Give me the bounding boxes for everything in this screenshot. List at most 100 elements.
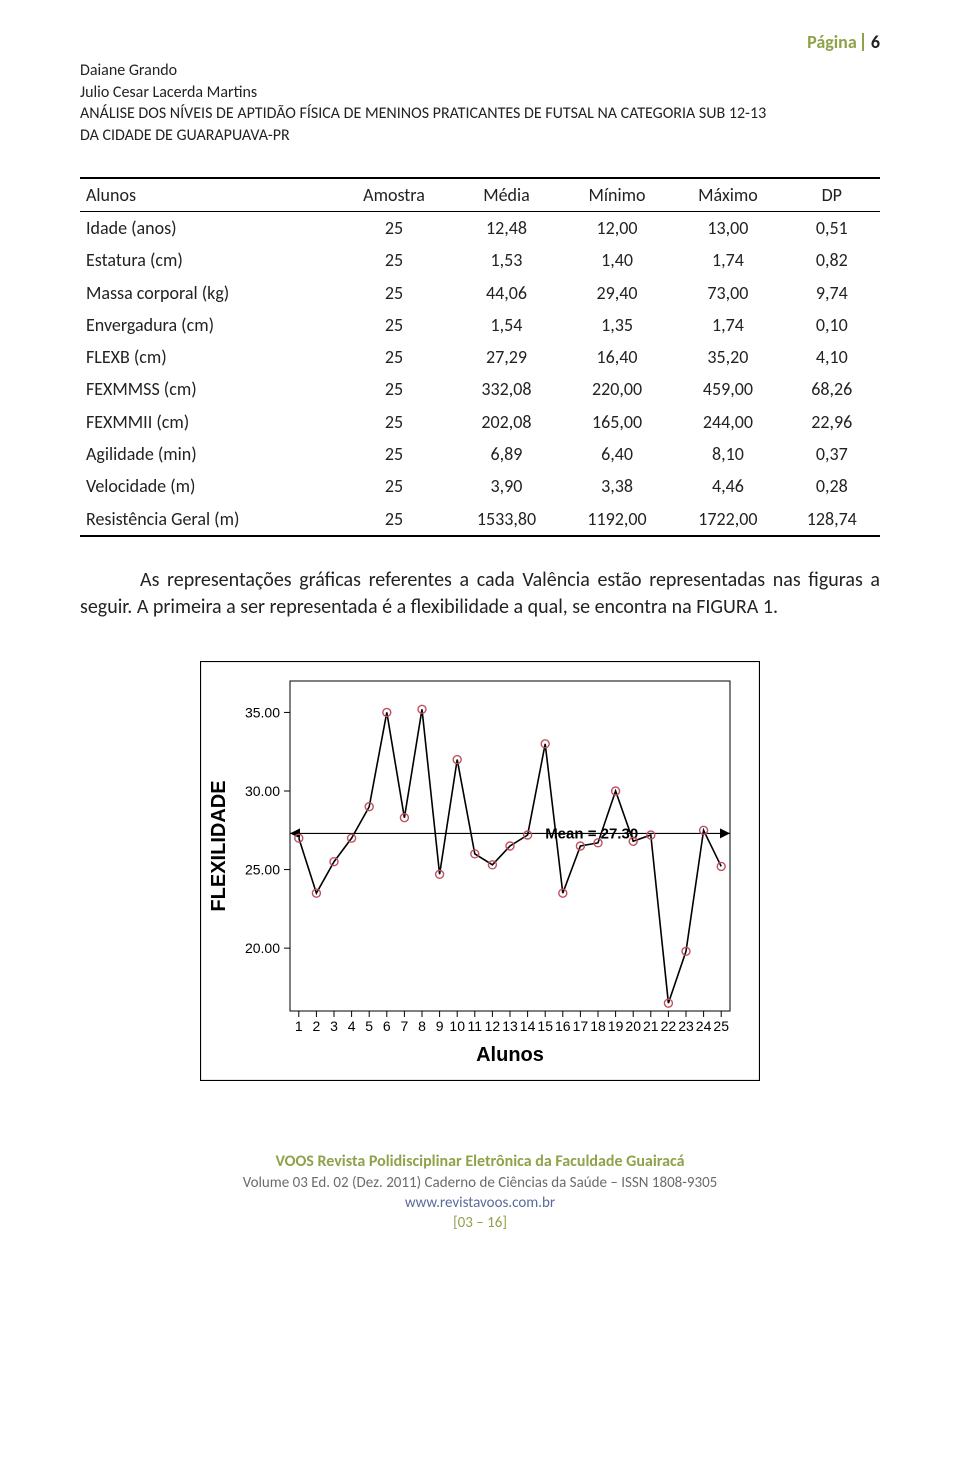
- table-cell: 25: [337, 277, 451, 309]
- table-cell: 202,08: [451, 406, 562, 438]
- author1: Daiane Grando: [80, 60, 880, 82]
- svg-text:11: 11: [468, 1018, 483, 1034]
- svg-text:30.00: 30.00: [245, 783, 280, 799]
- table-cell: 6,89: [451, 438, 562, 470]
- table-cell: 13,00: [672, 211, 783, 244]
- table-header: Média: [451, 178, 562, 212]
- table-cell: 3,90: [451, 470, 562, 502]
- table-cell: 25: [337, 406, 451, 438]
- table-cell: 25: [337, 309, 451, 341]
- page-num: 6: [871, 31, 880, 53]
- running-head: Daiane Grando Julio Cesar Lacerda Martin…: [80, 60, 880, 146]
- table-cell: Idade (anos): [80, 211, 337, 244]
- table-cell: 44,06: [451, 277, 562, 309]
- table-cell: 1192,00: [562, 503, 673, 536]
- table-header: Alunos: [80, 178, 337, 212]
- svg-text:15: 15: [537, 1018, 553, 1034]
- table-row: FEXMMSS (cm)25332,08220,00459,0068,26: [80, 373, 880, 405]
- table-cell: 27,29: [451, 341, 562, 373]
- table-cell: FLEXB (cm): [80, 341, 337, 373]
- svg-text:6: 6: [383, 1018, 391, 1034]
- table-row: Massa corporal (kg)2544,0629,4073,009,74: [80, 277, 880, 309]
- table-cell: 0,28: [784, 470, 880, 502]
- svg-text:2: 2: [313, 1018, 321, 1034]
- table-cell: 25: [337, 341, 451, 373]
- table-cell: 25: [337, 438, 451, 470]
- table-cell: Velocidade (m): [80, 470, 337, 502]
- flexibility-chart: 20.0025.0030.0035.0012345678910111213141…: [200, 661, 760, 1081]
- page-footer: VOOS Revista Polidisciplinar Eletrônica …: [80, 1151, 880, 1233]
- table-cell: Resistência Geral (m): [80, 503, 337, 536]
- table-cell: 6,40: [562, 438, 673, 470]
- footer-url: www.revistavoos.com.br: [80, 1193, 880, 1213]
- paper-title-line1: ANÁLISE DOS NÍVEIS DE APTIDÃO FÍSICA DE …: [80, 103, 880, 125]
- table-row: Envergadura (cm)251,541,351,740,10: [80, 309, 880, 341]
- table-cell: 8,10: [672, 438, 783, 470]
- data-table: AlunosAmostraMédiaMínimoMáximoDP Idade (…: [80, 177, 880, 537]
- svg-text:16: 16: [555, 1018, 571, 1034]
- svg-text:Alunos: Alunos: [476, 1044, 544, 1066]
- table-cell: 1,74: [672, 244, 783, 276]
- chart-container: 20.0025.0030.0035.0012345678910111213141…: [80, 661, 880, 1081]
- table-cell: 244,00: [672, 406, 783, 438]
- table-cell: FEXMMII (cm): [80, 406, 337, 438]
- table-cell: 4,46: [672, 470, 783, 502]
- page-number-bar: [862, 33, 864, 51]
- svg-text:18: 18: [590, 1018, 606, 1034]
- table-cell: 1,54: [451, 309, 562, 341]
- table-header: Amostra: [337, 178, 451, 212]
- body-paragraph: As representações gráficas referentes a …: [80, 567, 880, 621]
- svg-text:23: 23: [678, 1018, 694, 1034]
- footer-volume: Volume 03 Ed. 02 (Dez. 2011) Caderno de …: [80, 1173, 880, 1193]
- table-cell: 332,08: [451, 373, 562, 405]
- svg-text:4: 4: [348, 1018, 356, 1034]
- table-cell: 1533,80: [451, 503, 562, 536]
- table-header: Mínimo: [562, 178, 673, 212]
- svg-text:21: 21: [643, 1018, 659, 1034]
- table-cell: 29,40: [562, 277, 673, 309]
- table-row: Velocidade (m)253,903,384,460,28: [80, 470, 880, 502]
- table-cell: 4,10: [784, 341, 880, 373]
- paper-title-line2: DA CIDADE DE GUARAPUAVA-PR: [80, 125, 880, 147]
- table-row: FLEXB (cm)2527,2916,4035,204,10: [80, 341, 880, 373]
- table-cell: FEXMMSS (cm): [80, 373, 337, 405]
- svg-text:25: 25: [713, 1018, 729, 1034]
- table-row: Resistência Geral (m)251533,801192,00172…: [80, 503, 880, 536]
- table-cell: 25: [337, 211, 451, 244]
- author2: Julio Cesar Lacerda Martins: [80, 82, 880, 104]
- svg-text:13: 13: [502, 1018, 518, 1034]
- svg-text:17: 17: [573, 1018, 589, 1034]
- svg-text:5: 5: [365, 1018, 373, 1034]
- svg-text:25.00: 25.00: [245, 862, 280, 878]
- svg-text:14: 14: [520, 1018, 536, 1034]
- table-cell: 12,48: [451, 211, 562, 244]
- table-row: FEXMMII (cm)25202,08165,00244,0022,96: [80, 406, 880, 438]
- table-row: Estatura (cm)251,531,401,740,82: [80, 244, 880, 276]
- table-cell: 165,00: [562, 406, 673, 438]
- svg-text:8: 8: [418, 1018, 426, 1034]
- table-cell: Massa corporal (kg): [80, 277, 337, 309]
- table-cell: 1,40: [562, 244, 673, 276]
- table-cell: 16,40: [562, 341, 673, 373]
- table-cell: 1,74: [672, 309, 783, 341]
- paragraph-text: As representações gráficas referentes a …: [80, 568, 880, 619]
- svg-text:12: 12: [485, 1018, 501, 1034]
- svg-text:19: 19: [608, 1018, 624, 1034]
- table-cell: 0,82: [784, 244, 880, 276]
- table-cell: 1722,00: [672, 503, 783, 536]
- table-cell: Agilidade (min): [80, 438, 337, 470]
- table-cell: 3,38: [562, 470, 673, 502]
- table-cell: 12,00: [562, 211, 673, 244]
- table-cell: Estatura (cm): [80, 244, 337, 276]
- table-cell: 25: [337, 470, 451, 502]
- table-cell: 25: [337, 373, 451, 405]
- table-cell: 68,26: [784, 373, 880, 405]
- svg-text:20.00: 20.00: [245, 940, 280, 956]
- table-cell: 128,74: [784, 503, 880, 536]
- svg-text:7: 7: [401, 1018, 409, 1034]
- table-cell: 25: [337, 244, 451, 276]
- table-cell: 459,00: [672, 373, 783, 405]
- table-cell: 1,35: [562, 309, 673, 341]
- footer-range: [03 – 16]: [80, 1213, 880, 1233]
- svg-text:24: 24: [696, 1018, 712, 1034]
